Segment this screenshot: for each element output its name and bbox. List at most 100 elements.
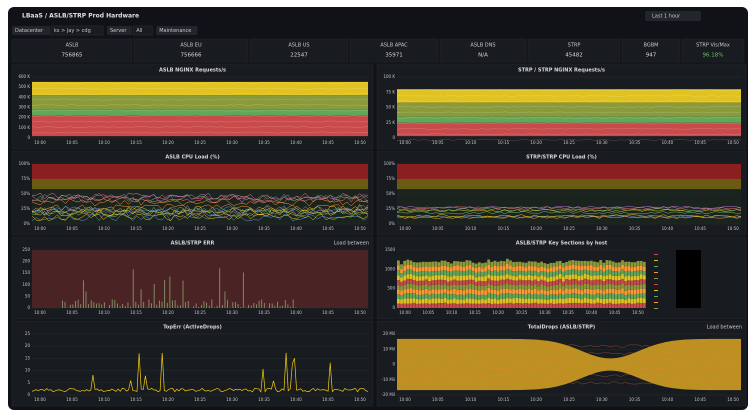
x-tick-label: 10:35 (258, 140, 270, 145)
legend-swatch (654, 278, 658, 279)
stack-bar (415, 303, 419, 308)
stack-bar (571, 260, 575, 265)
stack-bar (583, 283, 587, 289)
stack-bar (555, 303, 559, 308)
stack-bar (617, 271, 621, 276)
stack-bar (456, 285, 459, 291)
stack-bar (443, 280, 447, 285)
spike (119, 306, 121, 308)
stack-bar (602, 281, 606, 286)
series-line (396, 344, 742, 348)
stack-bar (555, 270, 559, 276)
stack-bar (412, 284, 416, 290)
variable-value-box[interactable] (50, 25, 104, 36)
stack-bar (512, 284, 515, 290)
stack-bar (617, 275, 621, 281)
stack-bar (636, 265, 640, 271)
panel-link[interactable]: Load between (707, 325, 742, 331)
stack-bar (602, 267, 606, 272)
stack-bar (449, 267, 453, 272)
time-range[interactable]: Last 1 hour (652, 14, 681, 20)
x-tick-label: 10:35 (258, 397, 270, 402)
stack-bar (477, 276, 481, 281)
stack-bar (512, 298, 515, 304)
stack-bar (493, 289, 497, 295)
dashboard-title: LBaaS / ASLB/STRP Prod Hardware (22, 13, 139, 20)
y-tick-label: 100 (22, 282, 30, 287)
stack-bar (446, 276, 450, 282)
x-tick-label: 10:05 (66, 140, 78, 145)
stack-bar (437, 279, 441, 285)
stack-bar (639, 270, 643, 275)
spike (193, 306, 194, 308)
stack-bar (555, 299, 559, 304)
stack-bar (481, 299, 484, 304)
stat-value: 22547 (290, 53, 308, 59)
variable-value-box[interactable] (132, 25, 153, 36)
stack-bar (552, 303, 556, 308)
stack-bar (512, 266, 515, 272)
panel-link[interactable]: Load between (334, 241, 369, 247)
x-tick-label: 10:10 (98, 310, 110, 315)
stack-bar (449, 299, 453, 304)
stack-bar (481, 294, 484, 300)
stack-bar (599, 264, 603, 270)
x-tick-label: 10:50 (727, 140, 739, 145)
x-tick-label: 10:40 (662, 397, 674, 402)
stack-bar (499, 298, 503, 304)
x-tick-label: 10:45 (694, 140, 706, 145)
stack-bar (403, 275, 407, 281)
series-line (396, 366, 742, 370)
stack-bar (614, 284, 618, 290)
legend-swatch (654, 302, 658, 303)
stack-bar (533, 279, 537, 285)
stack-bar (518, 270, 522, 275)
stack-bar (611, 293, 615, 299)
stack-bar (608, 288, 612, 294)
stack-bar (471, 303, 475, 308)
stack-bar (477, 285, 481, 291)
x-tick-label: 10:45 (322, 140, 334, 145)
spike (130, 306, 131, 308)
stack-bar (446, 285, 450, 291)
stack-bar (543, 276, 547, 281)
stack-bar (633, 294, 637, 299)
stack-bar (549, 262, 553, 268)
stack-bar (561, 281, 565, 286)
stack-bar (400, 269, 403, 274)
stack-bar (465, 279, 469, 285)
stack-bar (533, 302, 537, 308)
stack-bar (558, 293, 562, 299)
stack-bar (530, 270, 534, 276)
stack-bar (580, 303, 584, 308)
x-tick-label: 10:50 (354, 140, 366, 145)
stack-bar (537, 276, 540, 282)
stack-bar (490, 275, 494, 281)
stack-bar (437, 289, 441, 295)
stack-bar (540, 279, 543, 285)
stack-bar (527, 293, 531, 299)
variable-value[interactable]: ks > jay > cdg (54, 28, 91, 34)
stack-bar (574, 298, 578, 303)
stack-bar (496, 271, 500, 276)
stack-bar (642, 266, 646, 272)
time-picker[interactable] (645, 11, 701, 21)
stack-bar (471, 275, 475, 280)
x-tick-label: 10:50 (354, 226, 366, 231)
stack-bar (409, 298, 413, 304)
variable-value[interactable]: All (136, 28, 142, 34)
stack-bar (403, 289, 407, 294)
stack-bar (596, 293, 600, 298)
stack-bar (406, 278, 410, 285)
stack-bar (403, 265, 407, 271)
spike (135, 301, 137, 308)
stack-bar (552, 276, 556, 281)
stack-bar (468, 303, 472, 308)
stack-bar (459, 275, 463, 281)
series-line (31, 131, 369, 134)
spike (245, 307, 247, 308)
stack-bar (415, 298, 419, 304)
stat-panel (249, 38, 349, 63)
stack-bar (558, 265, 562, 270)
x-tick-label: 10:15 (130, 397, 142, 402)
